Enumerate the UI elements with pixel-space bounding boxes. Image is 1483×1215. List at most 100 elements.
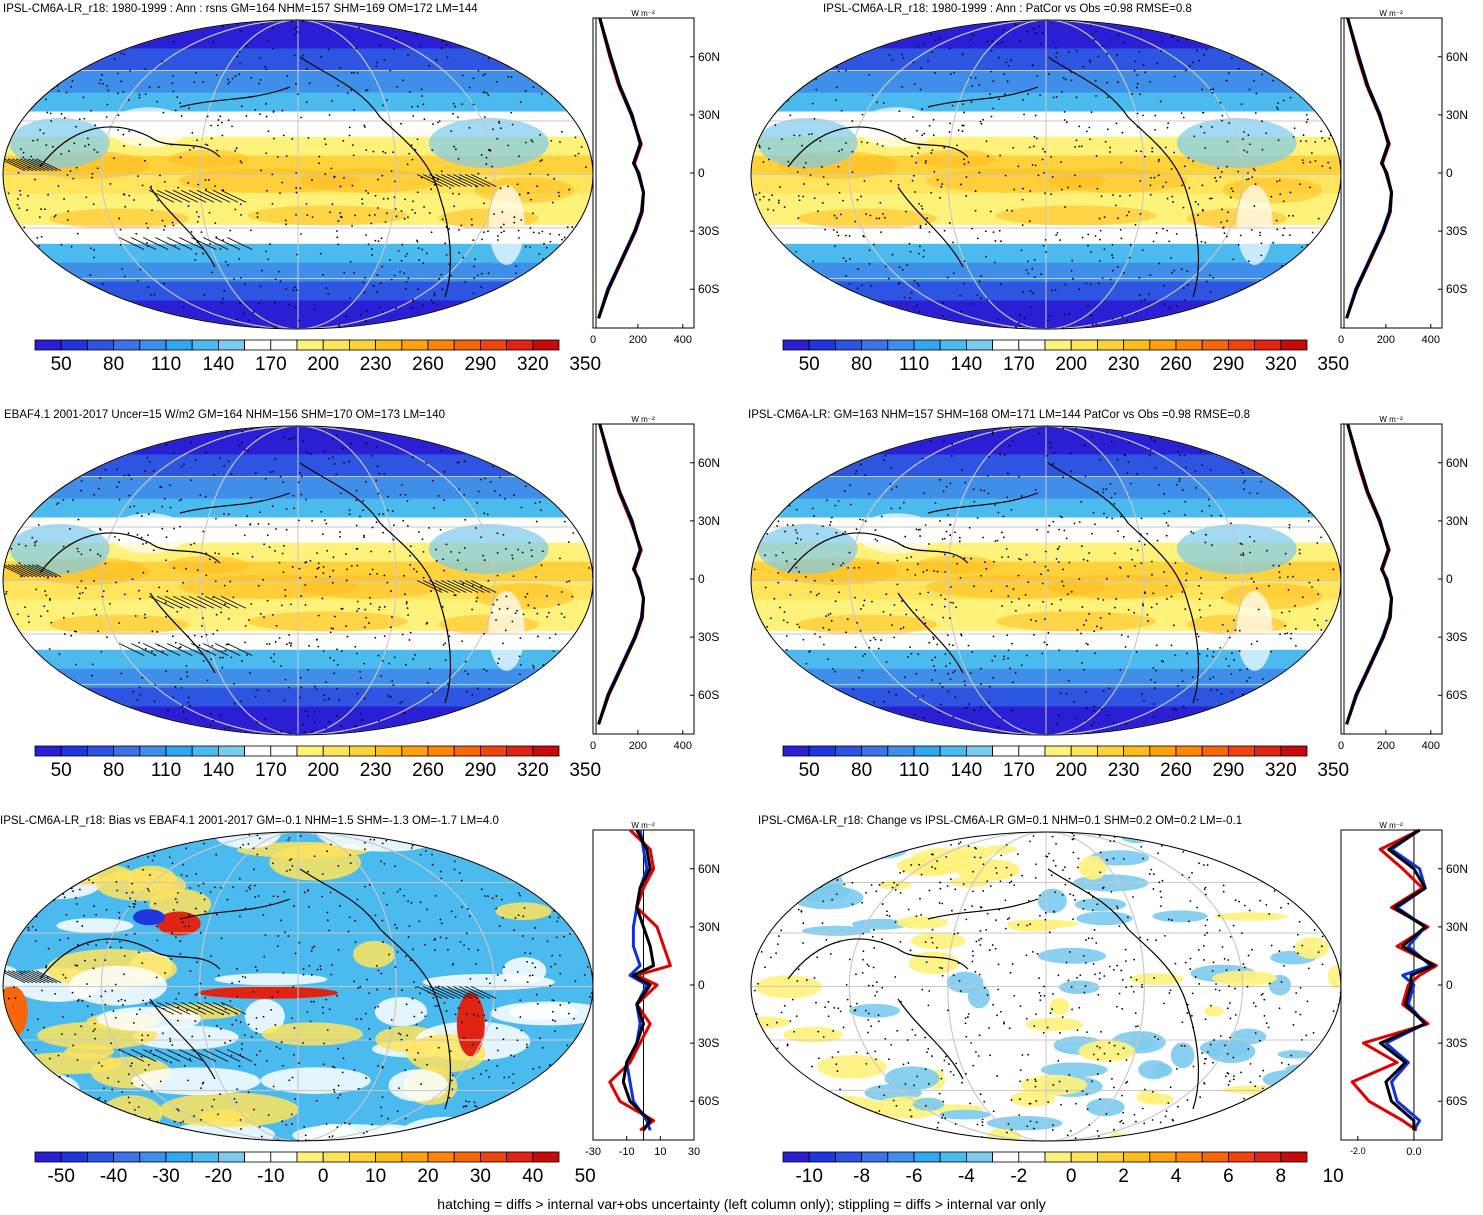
colorbar-tick-label: -6 xyxy=(905,1166,923,1187)
profile-lat-tick: 30N xyxy=(1446,513,1469,528)
profile-lat-tick: 30S xyxy=(1446,1036,1468,1051)
colorbar-tick-label: 80 xyxy=(851,760,873,781)
colorbar-tick-label: 320 xyxy=(1264,760,1297,781)
colorbar-labels: 50 80 110 140 170 200 230 260 290 320 350 xyxy=(34,354,601,376)
colorbar-tick-label: -20 xyxy=(204,1166,233,1187)
colorbar xyxy=(782,1151,1308,1163)
zonal-mean-profile: W m⁻² xyxy=(1340,415,1443,735)
colorbar-tick-label: 50 xyxy=(50,354,72,375)
map-plot xyxy=(2,831,594,1142)
colorbar-tick-label: 10 xyxy=(1322,1166,1344,1187)
colorbar-tick-label: 140 xyxy=(202,760,235,781)
colorbar-tick-label: -10 xyxy=(795,1166,823,1187)
profile-x-tick: 200 xyxy=(628,334,648,346)
colorbar-tick-label: 110 xyxy=(150,760,182,781)
profile-lat-tick: 60S xyxy=(698,282,720,297)
map-plot xyxy=(750,19,1342,330)
colorbar-tick-label: 20 xyxy=(417,1166,439,1187)
colorbar-tick-label: 30 xyxy=(469,1166,491,1187)
profile-lat-tick: 30N xyxy=(1446,919,1469,934)
profile-unit: W m⁻² xyxy=(631,821,655,830)
colorbar-tick-label: -50 xyxy=(47,1166,75,1187)
colorbar xyxy=(34,1151,560,1163)
colorbar-tick-label: 350 xyxy=(569,354,602,375)
colorbar-tick-label: 290 xyxy=(1212,760,1245,781)
panel-title: IPSL-CM6A-LR_r18: Change vs IPSL-CM6A-LR… xyxy=(758,815,1243,827)
profile-unit: W m⁻² xyxy=(631,9,655,18)
profile-lat-tick: 30S xyxy=(1446,224,1468,239)
colorbar-tick-label: 230 xyxy=(359,354,392,375)
profile-x-tick: 400 xyxy=(1421,740,1440,752)
profile-x-tick: 200 xyxy=(628,740,648,752)
colorbar-tick-label: 140 xyxy=(202,354,235,375)
colorbar-tick-label: -4 xyxy=(957,1166,975,1187)
profile-x-tick: 400 xyxy=(1421,334,1440,346)
profile-lat-tick: 0 xyxy=(698,978,705,992)
profile-lat-tick: 60S xyxy=(698,688,720,703)
footnote: hatching = diffs > internal var+obs unce… xyxy=(437,1196,1046,1212)
colorbar-tick-label: 230 xyxy=(359,760,392,781)
colorbar-labels: 50 80 110 140 170 200 230 260 290 320 350 xyxy=(34,760,601,782)
colorbar-tick-label: -10 xyxy=(257,1166,285,1187)
map-plot xyxy=(2,425,594,736)
profile-line-model xyxy=(608,828,672,1132)
colorbar-tick-label: -8 xyxy=(853,1166,871,1187)
profile-x-tick: 30 xyxy=(687,1146,701,1158)
profile-lat-tick: 30N xyxy=(1446,107,1469,122)
colorbar-tick-label: 50 xyxy=(798,760,820,781)
map-plot xyxy=(750,425,1342,736)
profile-x-tick: 0 xyxy=(1337,334,1345,346)
colorbar-tick-label: 40 xyxy=(522,1166,544,1187)
colorbar-tick-label: 50 xyxy=(574,1166,596,1187)
profile-line-ensemble xyxy=(1378,828,1436,1131)
colorbar-tick-label: 290 xyxy=(1212,354,1245,375)
colorbar-tick-label: 200 xyxy=(1055,354,1088,375)
colorbar-tick-label: 320 xyxy=(516,760,549,781)
colorbar-tick-label: 140 xyxy=(950,354,983,375)
colorbar-tick-label: 140 xyxy=(950,760,983,781)
colorbar-tick-label: 10 xyxy=(365,1166,387,1187)
profile-x-tick: 200 xyxy=(1376,334,1396,346)
profile-line-ensemble xyxy=(1345,423,1393,725)
profile-lat-tick: 60S xyxy=(1446,688,1468,703)
colorbar-tick-label: 110 xyxy=(150,354,182,375)
profile-lat-tick: 60N xyxy=(1446,455,1469,470)
colorbar-tick-label: 350 xyxy=(1317,354,1350,375)
map-plot xyxy=(750,831,1342,1142)
profile-x-tick: 400 xyxy=(673,334,692,346)
colorbar-labels: 50 80 110 140 170 200 230 260 290 320 350 xyxy=(782,354,1349,376)
profile-unit: W m⁻² xyxy=(631,415,655,424)
colorbar-tick-label: -2 xyxy=(1010,1166,1028,1187)
colorbar-tick-label: 320 xyxy=(516,354,549,375)
profile-x-tick: -2.0 xyxy=(1350,1146,1366,1156)
profile-x-tick: 0 xyxy=(589,740,597,752)
colorbar-tick-label: 260 xyxy=(1160,354,1192,375)
colorbar-tick-label: 0 xyxy=(1065,1166,1077,1187)
colorbar xyxy=(34,339,560,351)
profile-x-tick: -10 xyxy=(618,1146,635,1158)
profile-x-tick: -30 xyxy=(585,1146,601,1158)
colorbar-tick-label: 260 xyxy=(1160,760,1192,781)
colorbar-tick-label: 110 xyxy=(898,760,930,781)
panel-title: IPSL-CM6A-LR_r18: 1980-1999 : Ann : rsns… xyxy=(3,3,478,15)
zonal-mean-profile: W m⁻² xyxy=(592,415,695,735)
profile-x-tick: 0.0 xyxy=(1406,1146,1422,1158)
colorbar-tick-label: 230 xyxy=(1107,760,1140,781)
colorbar-tick-label: 170 xyxy=(1002,354,1035,375)
profile-lat-tick: 30S xyxy=(1446,630,1468,645)
profile-lat-tick: 30S xyxy=(698,630,720,645)
colorbar-tick-label: 80 xyxy=(851,354,873,375)
profile-x-tick: 0 xyxy=(589,334,597,346)
profile-x-tick: 400 xyxy=(673,740,692,752)
colorbar-tick-label: 290 xyxy=(464,760,497,781)
panel-title: IPSL-CM6A-LR: GM=163 NHM=157 SHM=168 OM=… xyxy=(748,409,1251,421)
colorbar-labels: -50 -40 -30 -20 -10 0 10 20 30 40 50 xyxy=(34,1166,595,1188)
profile-lat-tick: 30N xyxy=(698,919,721,934)
colorbar-tick-label: 320 xyxy=(1264,354,1297,375)
colorbar-tick-label: 80 xyxy=(103,760,125,781)
colorbar-tick-label: -30 xyxy=(152,1166,180,1187)
panel-title: IPSL-CM6A-LR_r18: Bias vs EBAF4.1 2001-2… xyxy=(0,815,499,827)
colorbar xyxy=(34,745,560,757)
zonal-mean-profile: W m⁻² xyxy=(1340,821,1443,1141)
profile-unit: W m⁻² xyxy=(1379,415,1403,424)
